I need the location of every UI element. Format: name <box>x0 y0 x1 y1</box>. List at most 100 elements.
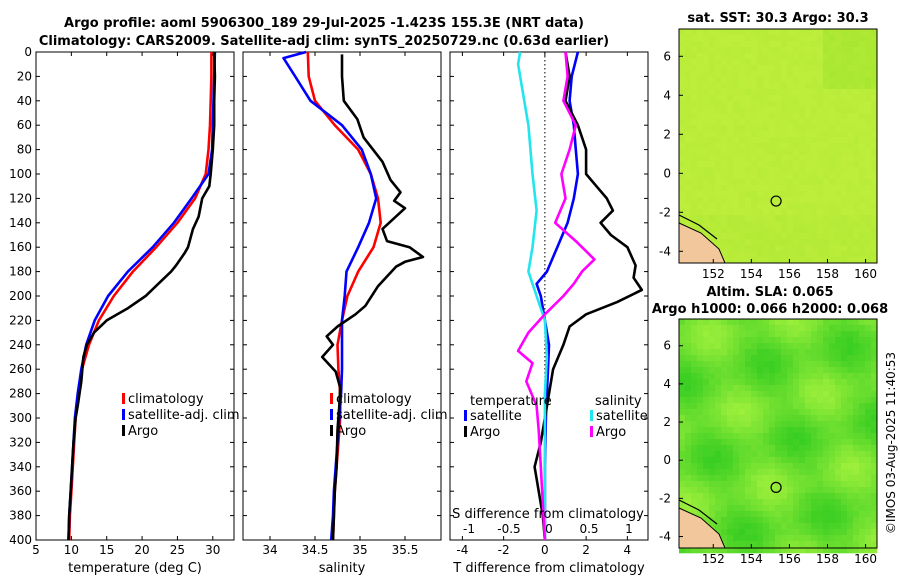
x-tick-label: 156 <box>778 267 801 281</box>
heatmap-cell <box>769 173 776 180</box>
heatmap-cell <box>745 131 752 138</box>
heatmap-cell <box>751 541 758 548</box>
heatmap-cell <box>805 215 812 222</box>
heatmap-cell <box>703 203 710 210</box>
heatmap-cell <box>733 251 740 258</box>
heatmap-cell <box>739 197 746 204</box>
heatmap-cell <box>847 397 854 404</box>
heatmap-cell <box>739 505 746 512</box>
x-tick-label: 152 <box>702 267 725 281</box>
heatmap-cell <box>793 445 800 452</box>
heatmap-cell <box>865 457 872 464</box>
heatmap-cell <box>709 131 716 138</box>
heatmap-cell <box>775 469 782 476</box>
heatmap-cell <box>757 245 764 252</box>
heatmap-cell <box>841 517 848 524</box>
heatmap-cell <box>841 469 848 476</box>
heatmap-cell <box>733 379 740 386</box>
heatmap-cell <box>721 349 728 356</box>
heatmap-cell <box>817 457 824 464</box>
heatmap-cell <box>823 433 830 440</box>
heatmap-cell <box>709 349 716 356</box>
heatmap-cell <box>805 41 812 48</box>
legend-label: Argo <box>470 425 500 440</box>
heatmap-cell <box>763 47 770 54</box>
y-tick-label: -4 <box>659 244 671 258</box>
heatmap-cell <box>721 487 728 494</box>
heatmap-cell <box>751 523 758 530</box>
heatmap-cell <box>697 445 704 452</box>
heatmap-cell <box>793 433 800 440</box>
heatmap-cell <box>715 385 722 392</box>
heatmap-cell <box>715 439 722 446</box>
heatmap-cell <box>685 47 692 54</box>
heatmap-cell <box>745 125 752 132</box>
heatmap-cell <box>775 457 782 464</box>
heatmap-cell <box>733 451 740 458</box>
heatmap-cell <box>751 457 758 464</box>
heatmap-cell <box>697 53 704 60</box>
x-axis-label: temperature (deg C) <box>68 561 202 576</box>
heatmap-cell <box>727 29 734 36</box>
heatmap-cell <box>865 373 872 380</box>
heatmap-cell <box>685 35 692 42</box>
heatmap-cell <box>829 343 836 350</box>
heatmap-cell <box>769 319 776 326</box>
heatmap-cell <box>781 35 788 42</box>
heatmap-cell <box>709 155 716 162</box>
heatmap-cell <box>787 541 794 548</box>
heatmap-cell <box>835 209 842 216</box>
heatmap-cell <box>697 385 704 392</box>
heatmap-cell <box>865 35 872 42</box>
heatmap-cell <box>691 95 698 102</box>
heatmap-cell <box>691 367 698 374</box>
heatmap-cell <box>679 331 686 338</box>
heatmap-cell <box>721 101 728 108</box>
heatmap-cell <box>805 361 812 368</box>
heatmap-cell <box>697 89 704 96</box>
heatmap-cell <box>841 101 848 108</box>
heatmap-cell <box>769 373 776 380</box>
heatmap-cell <box>775 149 782 156</box>
heatmap-cell <box>865 173 872 180</box>
series-line <box>67 51 217 541</box>
heatmap-cell <box>697 439 704 446</box>
heatmap-cell <box>769 149 776 156</box>
heatmap-cell <box>853 65 860 72</box>
heatmap-cell <box>829 463 836 470</box>
heatmap-cell <box>841 421 848 428</box>
heatmap-cell <box>709 397 716 404</box>
heatmap-cell <box>733 511 740 518</box>
heatmap-cell <box>799 125 806 132</box>
heatmap-cell <box>715 433 722 440</box>
heatmap-cell <box>697 143 704 150</box>
heatmap-cell <box>697 197 704 204</box>
heatmap-cell <box>865 415 872 422</box>
heatmap-cell <box>781 541 788 548</box>
heatmap-cell <box>847 445 854 452</box>
heatmap-cell <box>871 535 878 542</box>
heatmap-cell <box>733 445 740 452</box>
heatmap-cell <box>793 95 800 102</box>
heatmap-cell <box>745 209 752 216</box>
heatmap-cell <box>865 101 872 108</box>
heatmap-cell <box>805 53 812 60</box>
heatmap-cell <box>769 35 776 42</box>
heatmap-cell <box>715 191 722 198</box>
heatmap-cell <box>829 251 836 258</box>
heatmap-cell <box>781 71 788 78</box>
heatmap-cell <box>811 421 818 428</box>
heatmap-cell <box>871 29 878 36</box>
heatmap-cell <box>817 529 824 536</box>
heatmap-cell <box>781 367 788 374</box>
heatmap-cell <box>793 451 800 458</box>
heatmap-cell <box>697 511 704 518</box>
heatmap-cell <box>787 107 794 114</box>
heatmap-cell <box>793 203 800 210</box>
heatmap-cell <box>715 487 722 494</box>
heatmap-cell <box>769 41 776 48</box>
heatmap-cell <box>811 185 818 192</box>
heatmap-cell <box>865 391 872 398</box>
heatmap-cell <box>751 29 758 36</box>
heatmap-cell <box>871 337 878 344</box>
